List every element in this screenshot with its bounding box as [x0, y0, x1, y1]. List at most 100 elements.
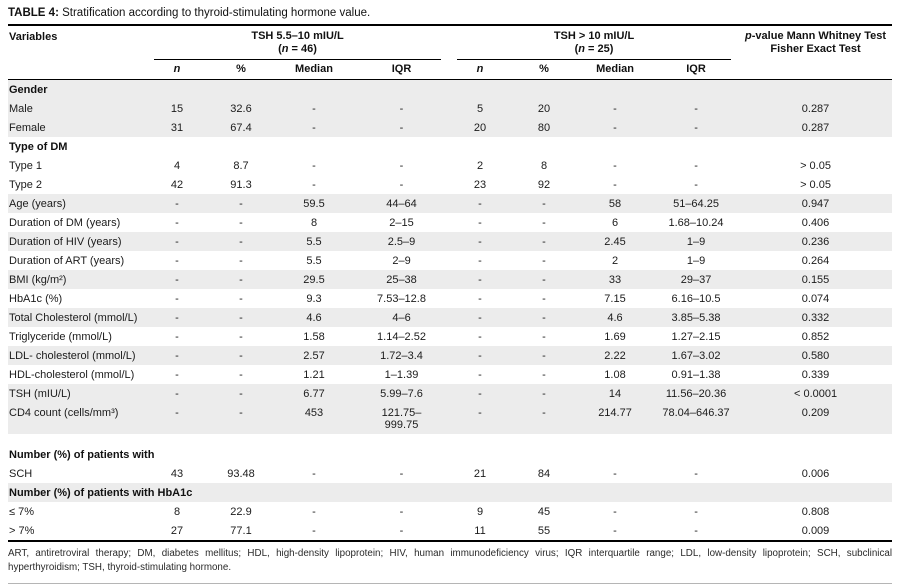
- value-cell: -: [478, 406, 482, 419]
- value-cell: -: [478, 197, 482, 210]
- value-cell: -: [312, 524, 316, 537]
- value-cell: -: [175, 254, 179, 267]
- value-cell: 2.5–9: [387, 235, 416, 248]
- row-label: Total Cholesterol (mmol/L): [9, 311, 138, 324]
- value-cell: 9.3: [306, 292, 322, 305]
- value-cell: 8: [540, 159, 548, 172]
- group1-header: TSH 5.5–10 mIU/L (n = 46): [146, 26, 449, 60]
- value-cell: -: [542, 216, 546, 229]
- table-row: HbA1c (%) - - 9.3 7.53–12.8 - - 7.15 6.16–10.5 0.…: [8, 289, 892, 308]
- value-cell: 3.85–5.38: [671, 311, 721, 324]
- p-value-cell: 0.209: [801, 406, 830, 419]
- section-label: Number (%) of patients with HbA1c: [9, 486, 193, 499]
- p-value-cell: 0.009: [801, 524, 830, 537]
- value-cell: -: [399, 121, 404, 134]
- value-cell: -: [613, 159, 617, 172]
- value-cell: -: [478, 292, 482, 305]
- value-cell: -: [239, 292, 243, 305]
- subheader-median-2: Median: [577, 60, 654, 80]
- p-value-cell: 0.287: [801, 121, 830, 134]
- row-label: HbA1c (%): [9, 292, 63, 305]
- value-cell: -: [478, 330, 482, 343]
- group-header-row: Variables TSH 5.5–10 mIU/L (n = 46) TSH …: [8, 26, 893, 80]
- subheader-median-1: Median: [274, 60, 354, 80]
- value-cell: 21: [473, 467, 487, 480]
- value-cell: -: [542, 235, 546, 248]
- table-4-page: TABLE 4: Stratification according to thy…: [8, 6, 893, 584]
- section-row: Type of DM: [8, 137, 892, 156]
- value-cell: 2.22: [604, 349, 626, 362]
- value-cell: 1.14–2.52: [377, 330, 426, 343]
- row-label: Type 2: [9, 178, 43, 191]
- value-cell: 44–64: [386, 197, 417, 210]
- section-row: Number (%) of patients with: [8, 445, 892, 464]
- value-cell: -: [694, 467, 698, 480]
- subheader-n-2: n: [449, 60, 512, 80]
- value-cell: 31: [170, 121, 184, 134]
- value-cell: -: [312, 178, 316, 191]
- value-cell: -: [175, 311, 179, 324]
- value-cell: 214.77: [598, 406, 632, 419]
- value-cell: 9: [476, 505, 484, 518]
- value-cell: -: [312, 505, 316, 518]
- value-cell: 27: [170, 524, 184, 537]
- value-cell: -: [478, 273, 482, 286]
- value-cell: 8.7: [233, 159, 249, 172]
- value-cell: -: [399, 524, 404, 537]
- group2-header: TSH > 10 mIU/L (n = 25): [449, 26, 739, 60]
- value-cell: 1.72–3.4: [380, 349, 423, 362]
- value-cell: 1–1.39: [384, 368, 419, 381]
- subheader-iqr-1: IQR: [354, 60, 450, 80]
- section-label: Type of DM: [9, 140, 68, 153]
- value-cell: 29.5: [303, 273, 325, 286]
- value-cell: 58: [608, 197, 622, 210]
- value-cell: 20: [473, 121, 487, 134]
- value-cell: 4: [173, 159, 181, 172]
- table-row: Type 1 4 8.7 - - 2 8 - - > 0.05: [8, 156, 892, 175]
- value-cell: -: [478, 254, 482, 267]
- row-label: Duration of DM (years): [9, 216, 121, 229]
- value-cell: -: [175, 406, 179, 419]
- row-label: ≤ 7%: [9, 505, 34, 518]
- value-cell: -: [542, 273, 546, 286]
- p-value-cell: > 0.05: [800, 178, 831, 191]
- value-cell: 2.45: [604, 235, 626, 248]
- value-cell: 45: [537, 505, 551, 518]
- stratification-table: Variables TSH 5.5–10 mIU/L (n = 46) TSH …: [8, 26, 893, 542]
- value-cell: -: [175, 197, 179, 210]
- table-row: TSH (mIU/L) - - 6.77 5.99–7.6 - - 14 11.56–20.36…: [8, 384, 893, 403]
- value-cell: -: [175, 273, 179, 286]
- footnote: ART, antiretroviral therapy; DM, diabete…: [8, 548, 892, 573]
- p-value-cell: 0.808: [801, 505, 830, 518]
- row-label: Male: [9, 102, 33, 115]
- value-cell: -: [312, 467, 316, 480]
- value-cell: 6: [611, 216, 619, 229]
- table-number: TABLE 4:: [8, 7, 59, 19]
- table-row: Total Cholesterol (mmol/L) - - 4.6 4–6 - - 4.6 3…: [8, 308, 893, 327]
- p-value-cell: < 0.0001: [793, 387, 838, 400]
- p-value-cell: 0.852: [801, 330, 830, 343]
- subheader-pct-2: %: [511, 60, 578, 80]
- value-cell: -: [239, 368, 243, 381]
- value-cell: 0.91–1.38: [671, 368, 721, 381]
- subheader-pct-1: %: [208, 60, 274, 80]
- value-cell: 2.57: [303, 349, 325, 362]
- row-label: Duration of ART (years): [9, 254, 125, 267]
- value-cell: 78.04–646.37: [662, 406, 730, 419]
- value-cell: -: [239, 235, 243, 248]
- value-cell: -: [694, 524, 698, 537]
- value-cell: -: [239, 197, 243, 210]
- value-cell: 5.5: [306, 254, 322, 267]
- table-title: TABLE 4: Stratification according to thy…: [8, 6, 892, 26]
- value-cell: -: [478, 387, 482, 400]
- value-cell: -: [613, 121, 617, 134]
- p-value-cell: 0.287: [801, 102, 830, 115]
- value-cell: -: [399, 178, 404, 191]
- value-cell: 7.53–12.8: [377, 292, 426, 305]
- table-row: LDL- cholesterol (mmol/L) - - 2.57 1.72–3.4 -…: [8, 346, 893, 365]
- value-cell: -: [239, 216, 243, 229]
- value-cell: 453: [304, 406, 324, 419]
- table-row: Triglyceride (mmol/L) - - 1.58 1.14–2.52 - - 1.…: [8, 327, 892, 346]
- p-value-cell: 0.006: [801, 467, 830, 480]
- value-cell: -: [542, 330, 546, 343]
